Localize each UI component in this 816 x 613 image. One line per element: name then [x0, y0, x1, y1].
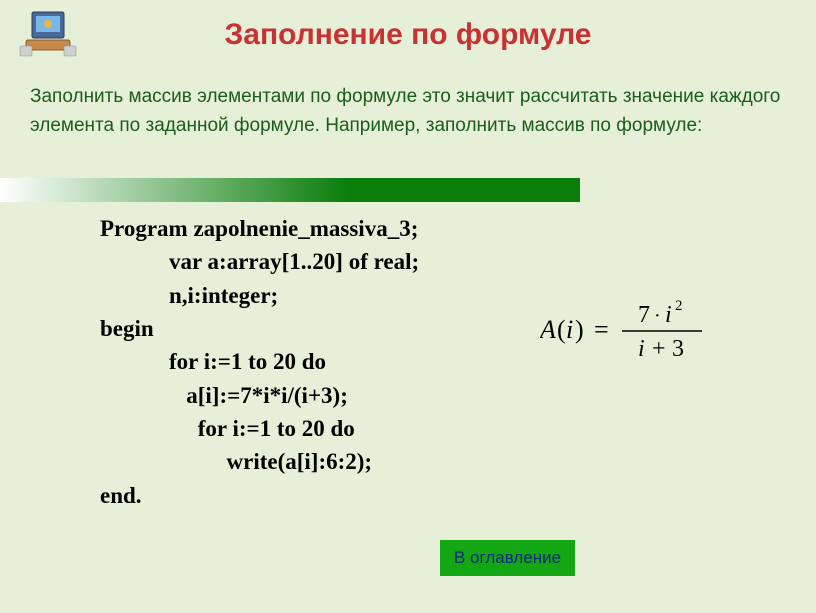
num-dot: ·	[654, 305, 661, 327]
num-exp: 2	[675, 298, 683, 314]
toc-button[interactable]: В оглавление	[440, 540, 575, 576]
formula-lhs-i: i	[566, 315, 573, 344]
formula-rparen: )	[575, 315, 584, 344]
den-i: i	[638, 336, 645, 362]
num-7: 7	[638, 302, 650, 328]
code-block: Program zapolnenie_massiva_3; var a:arra…	[100, 212, 419, 512]
intro-text: Заполнить массив элементами по формуле э…	[30, 82, 786, 141]
divider-bar	[0, 178, 580, 202]
formula-lparen: (	[557, 315, 566, 344]
formula-lhs-A: A	[540, 315, 556, 344]
page-title: Заполнение по формуле	[0, 18, 816, 52]
den-3: 3	[672, 336, 684, 362]
den-plus: +	[652, 336, 666, 362]
formula: A ( i ) = 7 · i 2 i + 3	[540, 296, 760, 366]
num-i: i	[665, 302, 672, 328]
formula-eq: =	[594, 315, 609, 344]
